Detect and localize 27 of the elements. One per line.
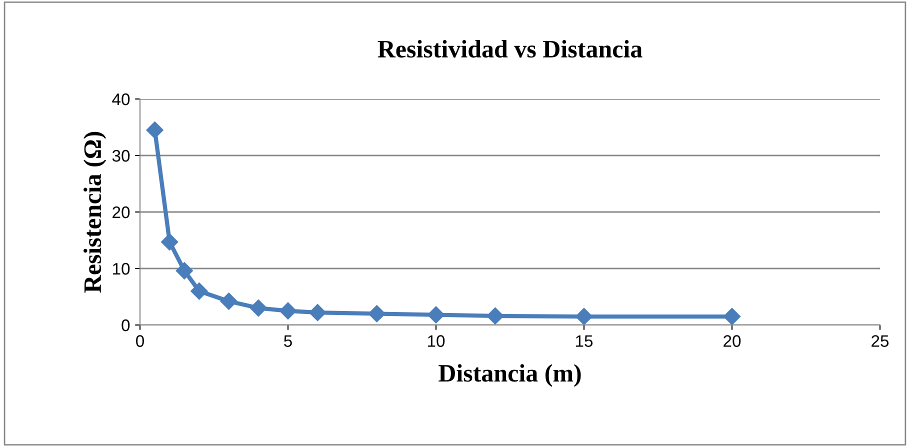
x-tick-label: 20 xyxy=(724,335,741,347)
y-tick-label: 10 xyxy=(113,262,130,275)
point xyxy=(250,300,267,317)
y-tick-label: 30 xyxy=(112,150,130,162)
x-tick-label: 25 xyxy=(872,335,889,347)
point xyxy=(427,306,445,324)
point xyxy=(146,122,164,139)
point xyxy=(190,282,208,300)
point xyxy=(368,305,386,322)
x-tick-label: 10 xyxy=(428,335,445,347)
point xyxy=(309,304,326,322)
x-tick-label: 0 xyxy=(136,335,144,347)
x-axis-title: Distancia (m) xyxy=(438,364,581,387)
point xyxy=(279,302,297,320)
point xyxy=(486,307,504,325)
point xyxy=(723,308,741,325)
point xyxy=(176,262,193,280)
point xyxy=(575,308,593,325)
point xyxy=(161,233,178,250)
y-tick-label: 20 xyxy=(112,206,130,218)
x-tick-label: 15 xyxy=(576,335,593,347)
chart-title: Resistividad vs Distancia xyxy=(378,40,642,58)
y-axis-title: Resistencia (Ω) xyxy=(84,132,106,293)
point xyxy=(220,292,238,310)
y-tick-label: 40 xyxy=(112,93,130,106)
x-tick-label: 5 xyxy=(284,335,292,347)
y-tick-label: 0 xyxy=(122,319,130,332)
